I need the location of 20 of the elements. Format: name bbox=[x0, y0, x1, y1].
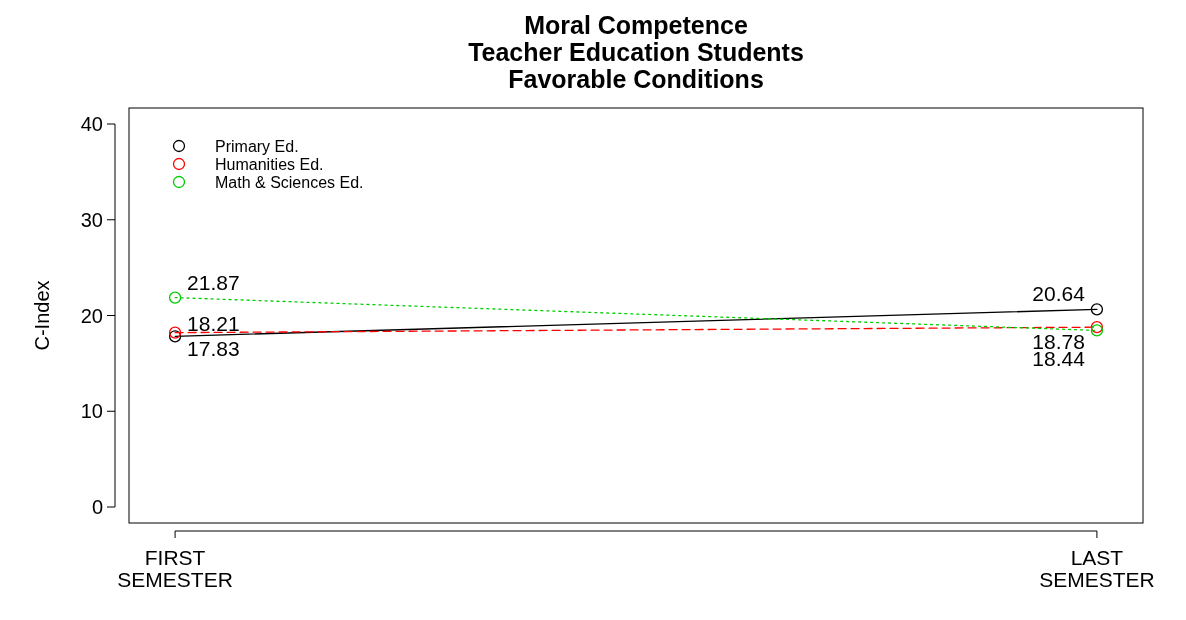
legend-label: Humanities Ed. bbox=[215, 156, 324, 173]
y-tick-label: 20 bbox=[80, 304, 103, 327]
data-label: 18.21 bbox=[187, 311, 240, 335]
point bbox=[168, 326, 182, 339]
y-tick-label: 0 bbox=[91, 496, 103, 518]
y-tick-label: 30 bbox=[80, 208, 103, 231]
data-label: 21.87 bbox=[187, 270, 240, 294]
legend-label: Primary Ed. bbox=[215, 138, 299, 155]
point bbox=[168, 291, 182, 304]
y-axis-title: C-Index bbox=[31, 280, 53, 351]
y-tick-label: 10 bbox=[80, 400, 103, 423]
chart-title: Moral Competence Teacher Education Students Favorable Conditions bbox=[468, 11, 804, 93]
data-label: 20.64 bbox=[1032, 282, 1086, 306]
y-tick-label: 40 bbox=[80, 113, 103, 135]
x-tick-label: LAST SEMESTER bbox=[1039, 546, 1155, 591]
legend-label: Math & Sciences Ed. bbox=[215, 174, 364, 191]
data-label: 17.83 bbox=[187, 337, 240, 361]
point bbox=[1090, 303, 1104, 316]
point bbox=[168, 330, 182, 343]
x-tick-label: FIRST SEMESTER bbox=[117, 546, 233, 591]
